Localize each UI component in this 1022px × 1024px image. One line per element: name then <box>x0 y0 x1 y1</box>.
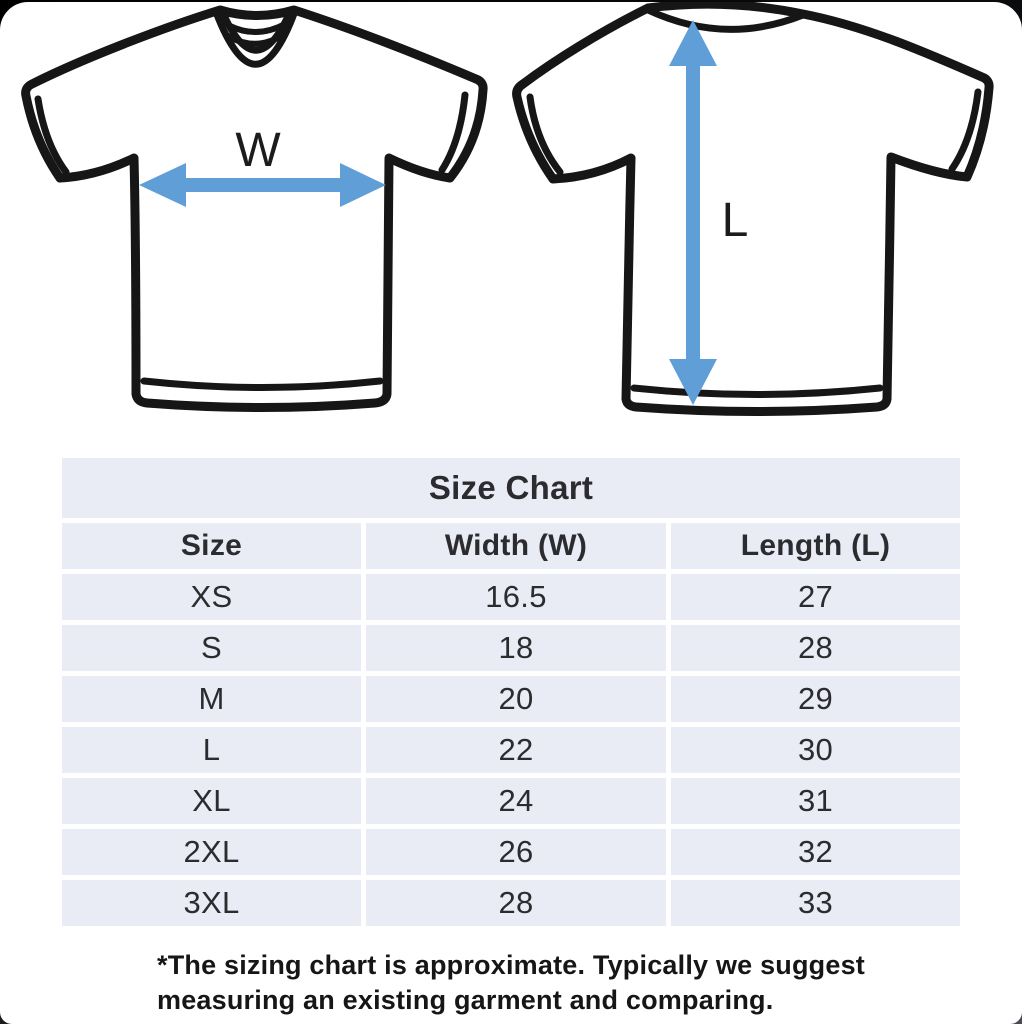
table-row: M 20 29 <box>62 676 960 722</box>
column-header-length: Length (L) <box>671 523 960 569</box>
table-row: XL 24 31 <box>62 778 960 824</box>
tshirt-front-illustration: W <box>21 5 488 412</box>
cell-length: 30 <box>671 727 960 773</box>
table-row: 2XL 26 32 <box>62 829 960 875</box>
cell-length: 27 <box>671 574 960 620</box>
cell-length: 33 <box>671 880 960 926</box>
cell-width: 20 <box>366 676 666 722</box>
cell-size: S <box>62 625 361 671</box>
measurement-diagrams: W L <box>0 2 1022 434</box>
cell-size: XS <box>62 574 361 620</box>
tshirt-front-outline <box>21 5 488 412</box>
tshirt-back-outline <box>512 2 994 416</box>
width-label: W <box>235 124 281 177</box>
cell-width: 16.5 <box>366 574 666 620</box>
cell-width: 18 <box>366 625 666 671</box>
right-cuff-line <box>438 91 469 174</box>
back-collar-line <box>644 6 807 33</box>
tshirt-back-illustration: L <box>512 2 994 416</box>
disclaimer-line-2: measuring an existing garment and compar… <box>156 985 774 1015</box>
cell-size: M <box>62 676 361 722</box>
cell-length: 32 <box>671 829 960 875</box>
table-title: Size Chart <box>62 458 960 518</box>
length-arrow-icon <box>669 20 717 405</box>
table-row: L 22 30 <box>62 727 960 773</box>
table-row: XS 16.5 27 <box>62 574 960 620</box>
table-row: S 18 28 <box>62 625 960 671</box>
length-label: L <box>722 194 749 247</box>
collar-band-line <box>225 30 289 47</box>
cell-width: 26 <box>366 829 666 875</box>
column-header-size: Size <box>62 523 361 569</box>
cell-size: L <box>62 727 361 773</box>
table-title-row: Size Chart <box>62 458 960 518</box>
size-chart-table: Size Chart Size Width (W) Length (L) XS … <box>62 458 960 931</box>
cell-length: 31 <box>671 778 960 824</box>
cell-length: 28 <box>671 625 960 671</box>
cell-size: 2XL <box>62 829 361 875</box>
left-cuff-line <box>526 93 564 176</box>
cell-width: 22 <box>366 727 666 773</box>
disclaimer-line-1: *The sizing chart is approximate. Typica… <box>156 950 865 980</box>
hem-line <box>630 384 884 398</box>
cell-width: 24 <box>366 778 666 824</box>
left-cuff-line <box>34 95 70 176</box>
cell-length: 29 <box>671 676 960 722</box>
hem-line <box>140 377 384 391</box>
table-header-row: Size Width (W) Length (L) <box>62 523 960 569</box>
sizing-disclaimer: *The sizing chart is approximate. Typica… <box>0 948 1022 1018</box>
table-row: 3XL 28 33 <box>62 880 960 926</box>
column-header-width: Width (W) <box>366 523 666 569</box>
cell-size: 3XL <box>62 880 361 926</box>
collar-band-line <box>227 21 288 35</box>
cell-width: 28 <box>366 880 666 926</box>
width-arrow-icon <box>139 163 386 207</box>
cell-size: XL <box>62 778 361 824</box>
right-cuff-line <box>948 88 982 173</box>
